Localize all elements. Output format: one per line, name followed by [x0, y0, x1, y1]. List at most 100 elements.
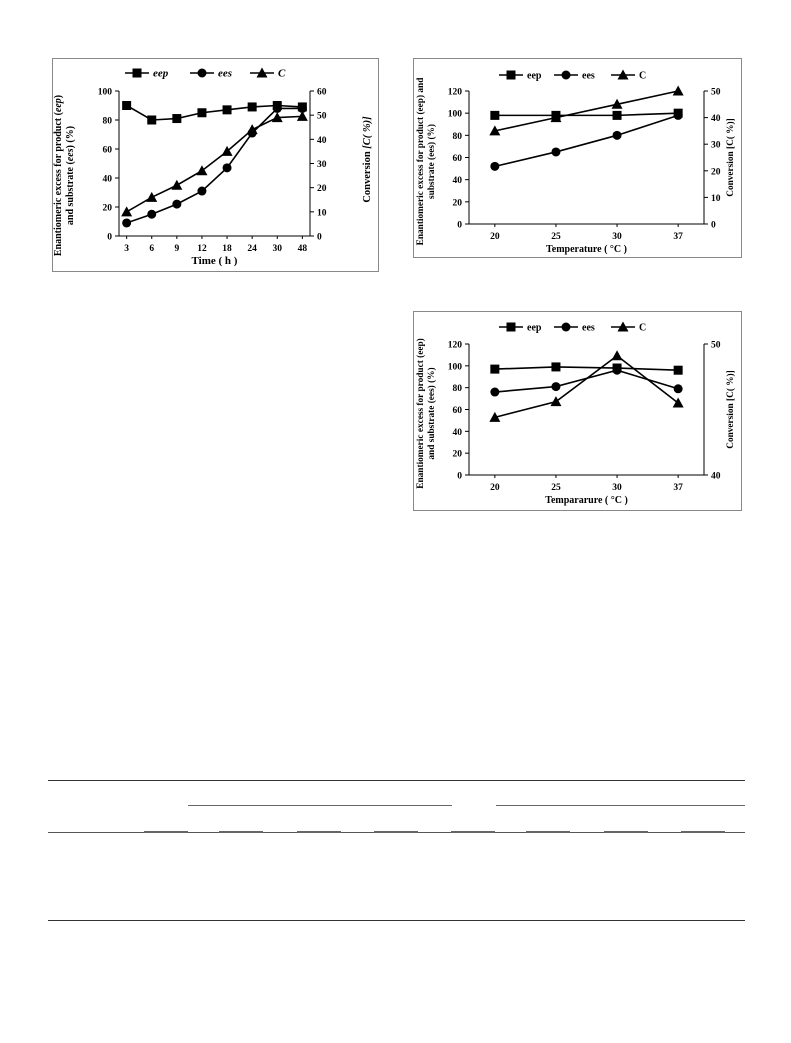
- x-tick-label: 30: [612, 483, 622, 493]
- legend-marker-ees: [561, 322, 571, 332]
- data-point-C: [489, 411, 501, 422]
- data-point-ees: [551, 147, 561, 157]
- y-tick-label-left: 0: [107, 233, 112, 243]
- data-point-eep: [673, 365, 683, 375]
- table-col-rule-2: [219, 831, 263, 833]
- legend-label-ees: ees: [582, 323, 595, 334]
- data-point-ees: [490, 387, 500, 397]
- y-tick-label-right: 0: [711, 221, 716, 231]
- series-line-ees: [126, 107, 303, 224]
- data-point-eep: [247, 102, 257, 112]
- y-tick-label-left: 40: [103, 175, 113, 185]
- data-point-eep: [490, 110, 500, 120]
- table-col-rule-4: [374, 831, 418, 833]
- y-axis-title-line: and substrate (ees) (%): [426, 367, 437, 459]
- data-point-eep: [612, 110, 622, 120]
- y-axis-title-part: ) (%): [65, 126, 76, 149]
- y-tick-label-right: 20: [317, 184, 327, 194]
- y-axis-title-line: substrate (ees) (%): [426, 124, 437, 199]
- table-col-rule-6: [526, 831, 570, 833]
- y-tick-label-left: 40: [453, 176, 463, 186]
- y-axis-title-line: Enantiomeric excess for product (eep): [415, 338, 426, 488]
- data-point-C: [196, 165, 208, 176]
- data-point-ees: [172, 199, 182, 209]
- legend-label-eep: eep: [527, 323, 542, 334]
- y-tick-label-left: 100: [448, 362, 463, 372]
- y-tick-label-right: 30: [317, 160, 327, 170]
- data-point-ees: [147, 209, 157, 219]
- y-tick-label-left: 80: [453, 132, 463, 142]
- y-axis-title-part: ees: [65, 148, 76, 161]
- x-axis-title: Time ( h ): [192, 255, 238, 267]
- table-top-rule: [48, 780, 745, 781]
- table-col-rule-7: [604, 831, 648, 833]
- y-tick-label-right: 30: [711, 141, 721, 151]
- data-point-C: [171, 179, 183, 190]
- y-tick-label-right: 10: [711, 194, 721, 204]
- chart-temperature-svg: 0 20 40 60 80 100 120 0 10 20 30 40 50 20 25 30 37 Temper…: [413, 58, 742, 258]
- y-tick-label-right: 20: [711, 167, 721, 177]
- x-tick-label: 30: [612, 232, 622, 242]
- legend-marker-ees: [197, 68, 207, 78]
- legend-marker-C: [256, 67, 268, 78]
- y-tick-label-left: 80: [103, 117, 113, 127]
- data-point-C: [246, 124, 258, 135]
- chart-time-course: 0 20 40 60 80 100 0 10 20 30 40 50 60 3 6 9 12 18 24 30 48 Ti…: [52, 58, 379, 272]
- legend-label-eep: eep: [153, 68, 169, 80]
- y-tick-label-left: 100: [448, 110, 463, 120]
- data-point-C: [672, 85, 684, 96]
- data-point-C: [296, 110, 308, 121]
- y-tick-label-left: 0: [457, 472, 462, 482]
- data-point-eep: [147, 115, 157, 125]
- x-axis-title: Tempararure ( °C ): [545, 495, 628, 506]
- y-axis-title-line1: Enantiomeric excess for product (eep): [53, 95, 64, 256]
- x-tick-label: 24: [247, 244, 257, 254]
- y2-axis-title: Conversion [C( %)]: [725, 118, 736, 197]
- data-point-C: [611, 98, 623, 109]
- y-tick-label-left: 60: [103, 146, 113, 156]
- x-tick-label: 3: [124, 244, 129, 254]
- y-axis-title-part: ): [53, 95, 64, 98]
- data-point-ees: [612, 130, 622, 140]
- y2-axis-title: Conversion [C( %)]: [725, 370, 736, 449]
- series-line-eep: [494, 112, 679, 117]
- data-point-ees: [673, 110, 683, 120]
- table-col-rule-1: [144, 831, 188, 833]
- legend-marker-ees: [561, 70, 571, 80]
- data-point-C: [550, 396, 562, 407]
- series-line-eep: [494, 366, 679, 371]
- y-tick-label-left: 60: [453, 406, 463, 416]
- data-point-eep: [222, 105, 232, 115]
- data-point-ees: [490, 161, 500, 171]
- legend-label-C: C: [639, 71, 646, 82]
- data-point-C: [550, 112, 562, 123]
- table-group-rule-left: [188, 805, 452, 806]
- x-axis-title: Temperature ( °C ): [546, 244, 627, 255]
- y-tick-label-left: 20: [103, 204, 113, 214]
- data-point-ees: [612, 365, 622, 375]
- data-point-ees: [197, 186, 207, 196]
- data-point-C: [221, 145, 233, 156]
- data-point-ees: [222, 163, 232, 173]
- x-tick-label: 30: [273, 244, 283, 254]
- y-tick-label-left: 20: [453, 198, 463, 208]
- y-tick-label-left: 100: [98, 88, 113, 98]
- legend-marker-eep: [132, 68, 142, 78]
- data-point-ees: [122, 218, 132, 228]
- data-point-eep: [172, 114, 182, 124]
- series-line-C: [494, 90, 679, 132]
- chart-frame: [413, 58, 742, 258]
- data-point-eep: [122, 101, 132, 110]
- data-point-eep: [197, 108, 207, 118]
- y-tick-label-right: 40: [317, 136, 327, 146]
- x-tick-label: 18: [222, 244, 232, 254]
- y-axis-title-part: and substrate (: [65, 161, 76, 226]
- y-tick-label-left: 60: [453, 154, 463, 164]
- y-tick-label-right: 0: [317, 233, 322, 243]
- data-point-C: [121, 206, 133, 217]
- y-tick-label-left: 80: [453, 384, 463, 394]
- table-col-rule-3: [297, 831, 341, 833]
- x-tick-label: 20: [490, 232, 500, 242]
- legend-marker-eep: [506, 322, 516, 332]
- series-line-C: [126, 115, 303, 213]
